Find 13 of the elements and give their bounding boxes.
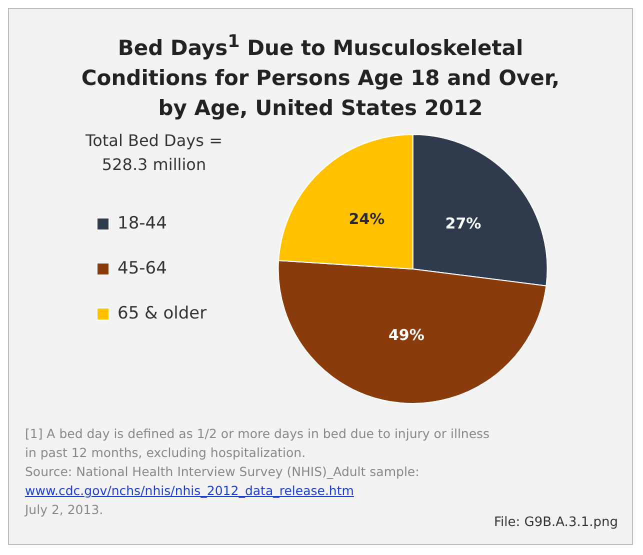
data-label: 24% (348, 210, 385, 228)
source-note: Source: National Health Interview Survey (NHIS)_Adult sample: (25, 463, 420, 481)
text: July 2, 2013. (25, 501, 104, 519)
data-label: 49% (388, 326, 424, 344)
legend-label: 65 & older (118, 303, 207, 324)
chart-title: Bed Days$^{1}$ Due to Musculoskeletal Conditions for Persons Age 18 and Over, by Age, United States 2012 (80, 31, 561, 122)
legend-label: 18-44 (118, 213, 167, 234)
text: File: G9B.A.3.1.png (494, 515, 618, 530)
data-label: 27% (445, 214, 482, 232)
text: Total Bed Days = 528.3 million (84, 130, 224, 176)
legend-label: 45-64 (118, 258, 167, 278)
text: www.cdc.gov/nchs/nhis/nhis_2012_data_release.htm (25, 482, 355, 500)
text: [1] A bed day is defined as 1/2 or more days in bed due to injury or illness in past 12 months, excluding hospitalization. (25, 425, 491, 462)
